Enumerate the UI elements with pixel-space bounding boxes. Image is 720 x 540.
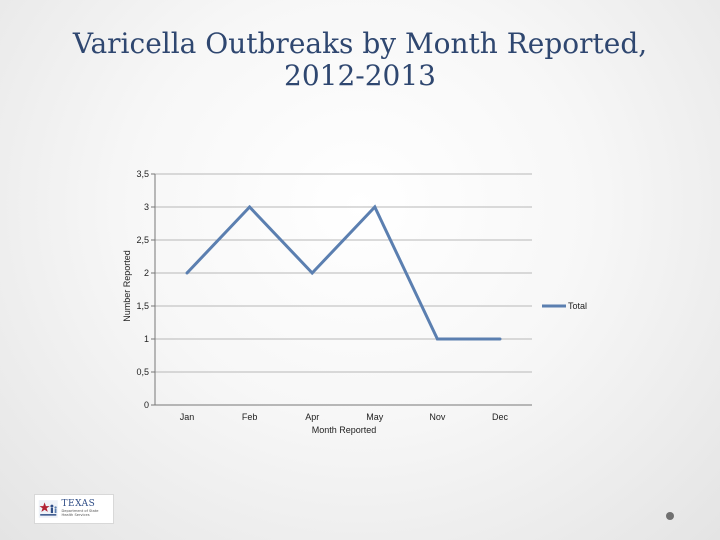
texas-star-people-icon (38, 500, 58, 518)
y-tick-label: 0 (144, 400, 149, 410)
y-tick-labels: 0 0,5 1 1,5 2 2,5 3 3,5 (136, 169, 149, 410)
data-point (310, 271, 314, 275)
data-point (248, 205, 252, 209)
series-lines (185, 204, 502, 341)
y-tick-label: 1 (144, 334, 149, 344)
logo-subtext: Department of State Health Services (61, 509, 99, 517)
series-line-total (185, 204, 500, 341)
x-tick-label: May (366, 412, 384, 422)
y-tick-label: 2 (144, 268, 149, 278)
x-axis-label: Month Reported (312, 425, 377, 435)
x-tick-label: Feb (242, 412, 258, 422)
slide-title-line-2: 2012-2013 (284, 59, 436, 92)
legend-label: Total (568, 301, 587, 311)
legend: Total (542, 301, 587, 311)
x-tick-labels: Jan Feb Apr May Nov Dec (180, 412, 509, 422)
y-tick-label: 3,5 (136, 169, 149, 179)
slide-title: Varicella Outbreaks by Month Reported, 2… (40, 28, 680, 92)
gridlines (155, 173, 532, 373)
x-tick-label: Jan (180, 412, 195, 422)
y-tick-label: 2,5 (136, 235, 149, 245)
x-tick-label: Nov (429, 412, 446, 422)
y-tick-label: 1,5 (136, 301, 149, 311)
x-tick-label: Dec (492, 412, 509, 422)
y-tick-label: 3 (144, 202, 149, 212)
data-point (498, 337, 502, 341)
slide-title-line-1: Varicella Outbreaks by Month Reported, (72, 27, 648, 60)
texas-dshs-logo: TEXAS Department of State Health Service… (34, 494, 114, 524)
y-axis-label: Number Reported (122, 250, 132, 322)
logo-text: TEXAS (61, 499, 96, 510)
axes (151, 173, 532, 406)
y-tick-label: 0,5 (136, 367, 149, 377)
x-tick-label: Apr (305, 412, 319, 422)
data-point (185, 271, 189, 275)
slide-bullet-dot (666, 512, 674, 520)
data-point (435, 337, 439, 341)
data-point (373, 205, 377, 209)
